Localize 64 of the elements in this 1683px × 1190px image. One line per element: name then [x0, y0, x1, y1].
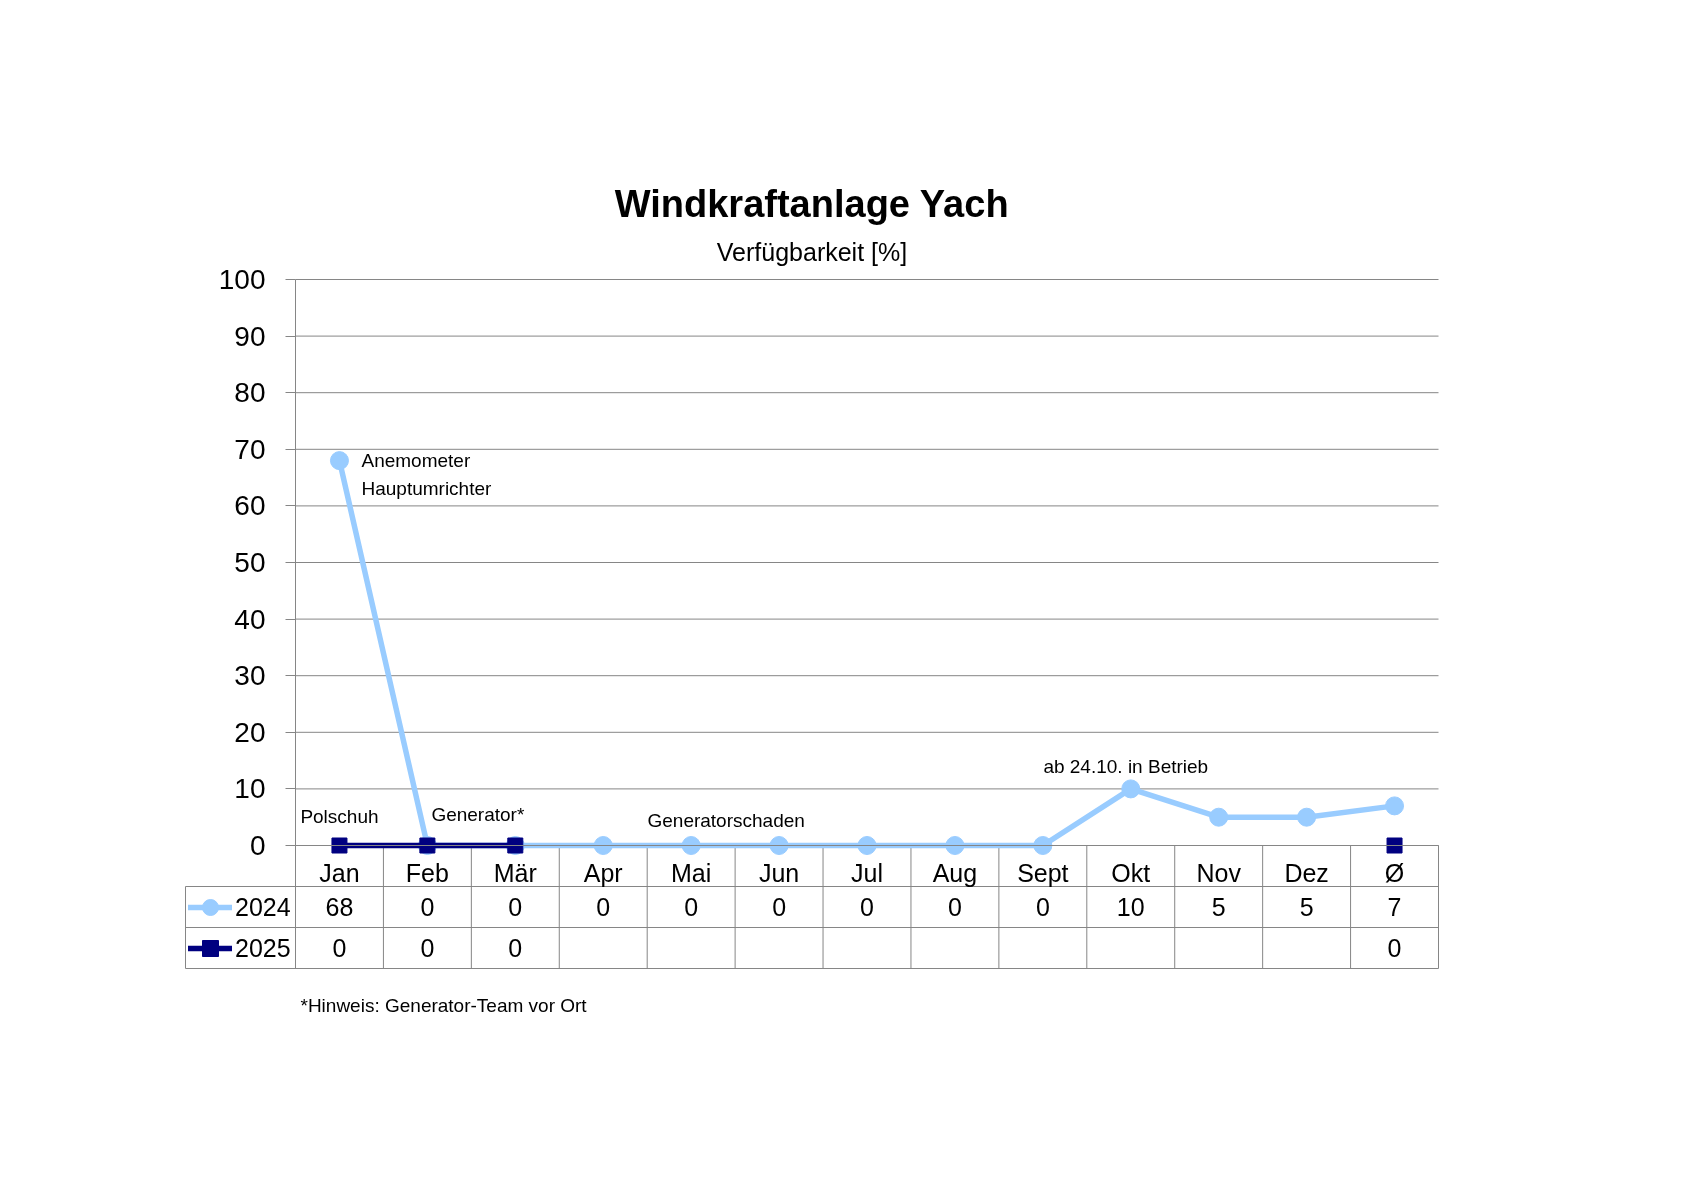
x-tick-label: Ø [1384, 858, 1405, 887]
point [331, 837, 348, 854]
data-label: 0 [596, 893, 611, 921]
data-label: 0 [508, 893, 523, 921]
y-tick-label: 40 [234, 603, 266, 635]
x-tick-label: Jul [851, 858, 883, 887]
x-tick-label: Mär [493, 858, 537, 887]
point [1121, 779, 1141, 799]
point [1385, 796, 1405, 816]
data-label: 0 [1035, 893, 1050, 921]
point [681, 836, 701, 855]
chart-subtitle: Verfügbarkeit [%] [716, 237, 908, 266]
x-tick-label: Sept [1017, 858, 1069, 887]
point [945, 836, 965, 855]
data-label: 0 [332, 934, 347, 962]
annotation: Polschuh [300, 806, 379, 827]
x-tick-label: Dez [1284, 858, 1329, 887]
y-tick-label: 10 [234, 773, 266, 805]
data-label: 0 [420, 934, 435, 962]
y-tick-label: 90 [234, 320, 266, 352]
annotation: ab 24.10. in Betrieb [1043, 756, 1209, 778]
y-tick-label: 50 [234, 547, 266, 578]
chart-title: Windkraftanlage Yach [614, 182, 1009, 225]
y-tick-label: 70 [234, 433, 266, 465]
annotation: Generatorschaden [647, 810, 805, 831]
data-label: 5 [1299, 893, 1314, 921]
legend-label: 2024 [235, 891, 291, 923]
annotation: Anemometer Hauptumrichter [361, 449, 493, 499]
point [1386, 837, 1403, 854]
y-tick-label: 30 [234, 660, 266, 692]
point [329, 451, 349, 471]
legend-label: 2025 [235, 932, 291, 964]
data-label: 10 [1116, 893, 1145, 921]
point [1209, 807, 1229, 827]
data-label: 0 [947, 893, 962, 921]
point [1033, 836, 1053, 855]
y-tick-label: 80 [234, 377, 266, 409]
x-tick-label: Feb [405, 858, 449, 887]
annotation: Generator* [431, 804, 525, 825]
data-label: 0 [1387, 934, 1402, 962]
y-tick-label: 0 [249, 830, 266, 861]
data-label: 0 [684, 893, 699, 921]
x-tick-label: Okt [1111, 858, 1151, 887]
point [1297, 807, 1317, 827]
y-tick-label: 20 [234, 716, 266, 748]
data-label: 7 [1387, 893, 1402, 921]
text: *Hinweis: Generator-Team vor Ort [300, 995, 588, 1016]
data-label: 0 [508, 934, 523, 962]
data-label: 0 [860, 893, 874, 921]
y-tick-label: 100 [218, 264, 266, 295]
point [769, 836, 789, 855]
x-tick-label: Apr [583, 858, 623, 887]
x-tick-label: Mai [671, 858, 712, 887]
y-tick-label: 60 [234, 490, 266, 522]
data-label: 68 [325, 893, 354, 921]
x-tick-label: Aug [932, 858, 978, 887]
data-label: 5 [1211, 893, 1226, 921]
data-label: 0 [772, 893, 787, 921]
x-tick-label: Jun [758, 858, 800, 887]
data-label: 0 [420, 893, 435, 921]
x-tick-label: Jan [319, 858, 360, 887]
x-tick-label: Nov [1196, 858, 1242, 887]
point [593, 836, 613, 855]
point [857, 836, 877, 855]
